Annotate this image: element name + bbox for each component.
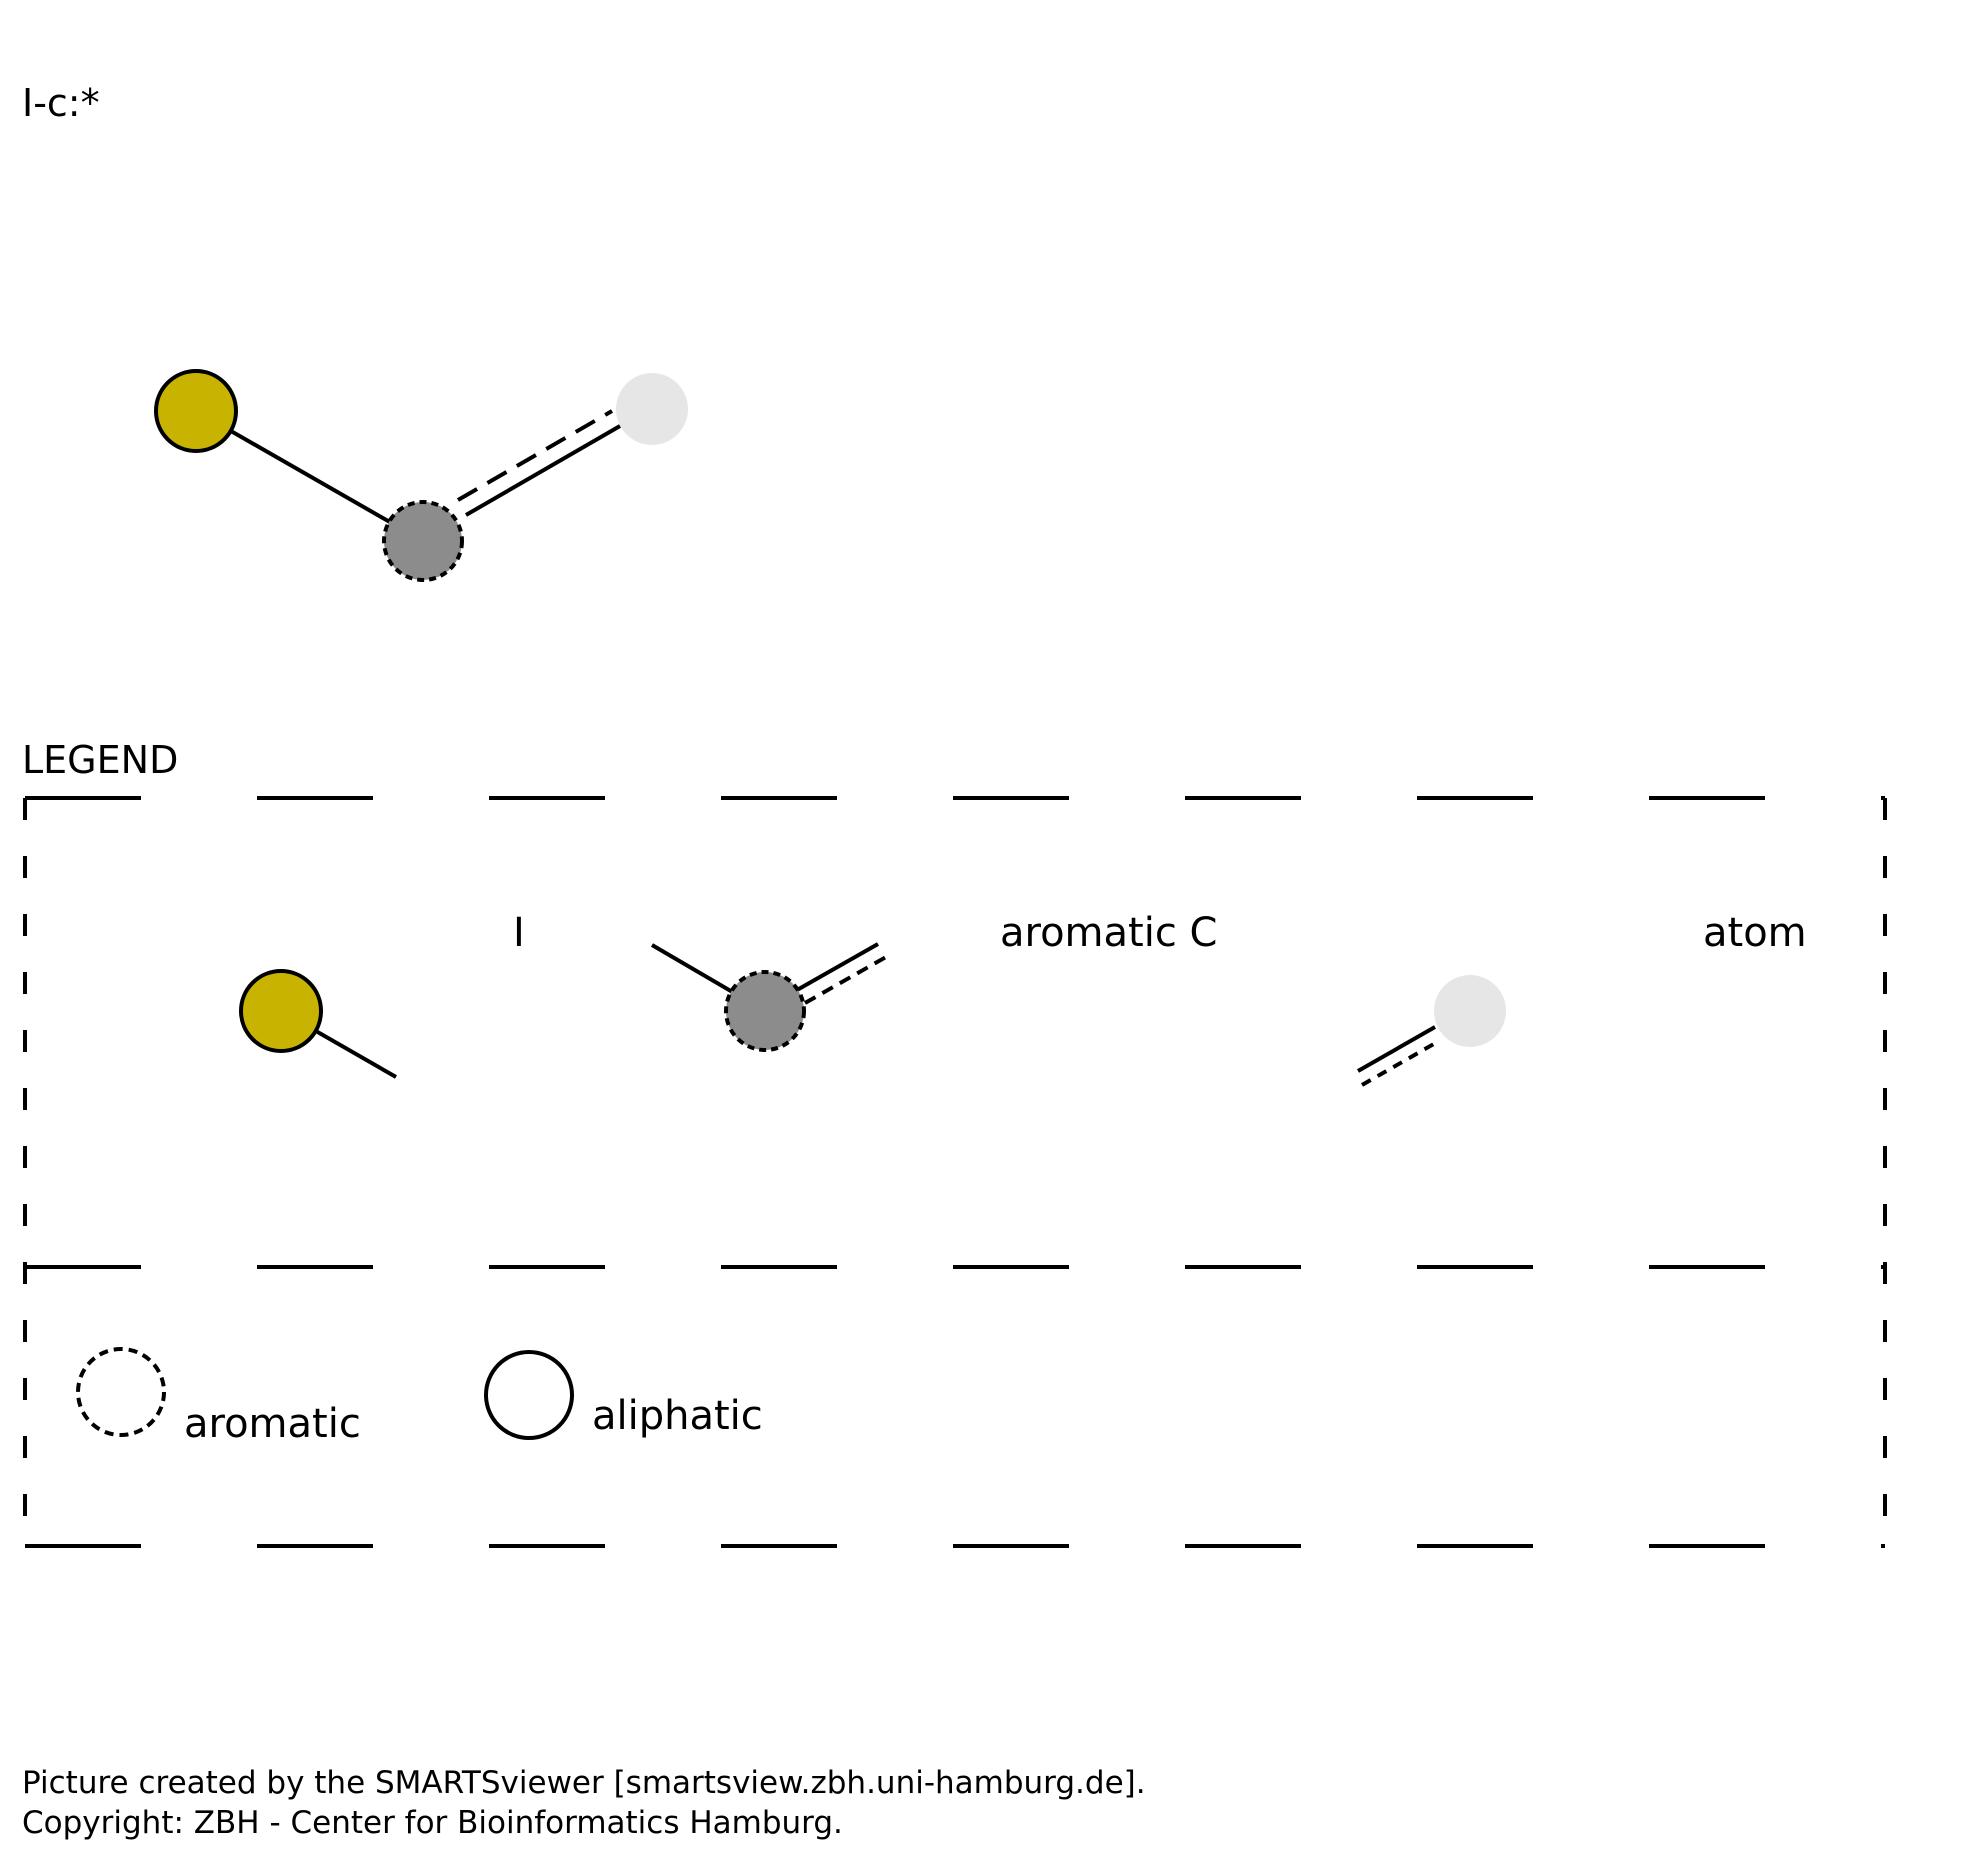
legend-carbon-circle [724, 970, 806, 1052]
legend-aliphatic-label: aliphatic [592, 1393, 763, 1439]
legend-title: LEGEND [22, 738, 178, 782]
footer-copyright: Copyright: ZBH - Center for Bioinformati… [22, 1805, 843, 1841]
legend-any-circle [1434, 975, 1506, 1047]
legend-ring-styles: aromatic aliphatic [76, 1347, 763, 1447]
molecule [154, 369, 688, 582]
atom-iodine [154, 369, 238, 453]
legend-carbon-bond-aromatic-dashed [804, 955, 887, 1005]
legend-frame [23, 796, 1887, 1548]
footer-credit: Picture created by the SMARTSviewer [sma… [22, 1765, 1146, 1801]
legend-any-bond-aromatic-solid [1357, 1025, 1436, 1073]
smarts-pattern: I-c:* [22, 81, 100, 125]
atom-any [616, 373, 688, 445]
legend-aliphatic-circle [484, 1350, 574, 1440]
legend-aromatic-label: aromatic [184, 1401, 361, 1447]
legend-iodine-circle [239, 969, 323, 1053]
bond-aromatic-solid [464, 424, 622, 517]
bond-aromatic-dashed [456, 409, 614, 502]
legend-any-label: atom [1703, 910, 1807, 956]
legend-aromatic-circle [76, 1347, 166, 1437]
legend-any-bond-aromatic-dashed [1361, 1039, 1440, 1087]
legend-atom-aromatic-carbon: aromatic C [650, 910, 1217, 1052]
legend-carbon-label: aromatic C [1000, 910, 1217, 956]
legend-iodine-label: I [513, 910, 525, 956]
legend-atom-any: atom [1357, 910, 1807, 1087]
legend-atom-iodine: I [239, 910, 525, 1079]
legend-carbon-bond-aromatic-solid [796, 942, 879, 992]
atom-aromatic-carbon [382, 500, 464, 582]
bond-single [195, 409, 424, 543]
